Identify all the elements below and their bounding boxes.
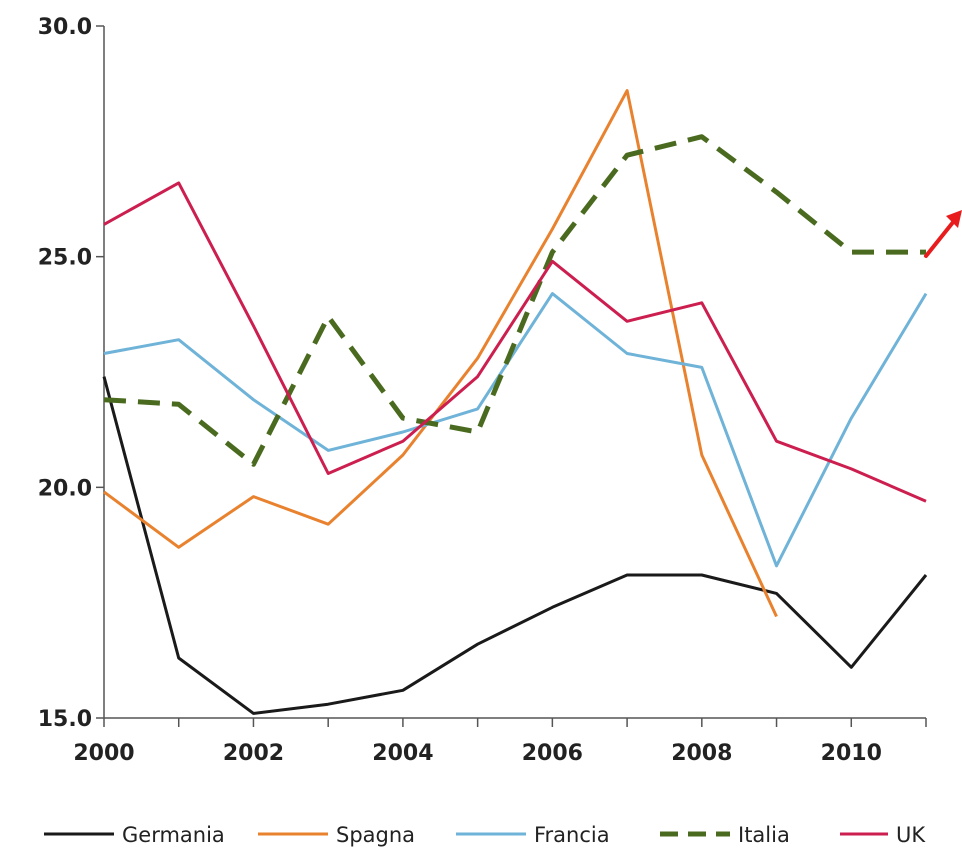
series-line-germania	[102, 376, 928, 715]
y-tick-label: 30.0	[38, 15, 92, 40]
x-tick-label: 2000	[73, 741, 134, 766]
legend-label-spagna: Spagna	[336, 823, 415, 847]
x-tick-label: 2010	[821, 741, 882, 766]
x-tick-label: 2004	[372, 741, 433, 766]
legend-label-italia: Italia	[738, 823, 790, 847]
annotations	[924, 210, 962, 258]
legend-label-uk: UK	[896, 823, 926, 847]
series-lines	[102, 89, 928, 715]
y-tick-label: 20.0	[38, 476, 92, 501]
series-line-italia	[103, 134, 926, 467]
y-tick-label: 25.0	[38, 246, 92, 271]
x-tick-label: 2008	[671, 741, 732, 766]
series-line-francia	[103, 292, 928, 568]
axes: 15.0 20.0 25.0 30.0 2000 2002 2004 2006 2008 2010	[38, 15, 927, 766]
x-tick-label: 2002	[223, 741, 284, 766]
legend: Germania Spagna Francia Italia UK	[44, 823, 926, 847]
legend-label-germania: Germania	[122, 823, 225, 847]
annotation-arrow-head	[946, 210, 962, 228]
series-line-uk	[103, 181, 927, 503]
x-tick-label: 2006	[522, 741, 583, 766]
series-line-spagna	[103, 89, 778, 618]
y-tick-label: 15.0	[38, 707, 92, 732]
legend-label-francia: Francia	[534, 823, 610, 847]
